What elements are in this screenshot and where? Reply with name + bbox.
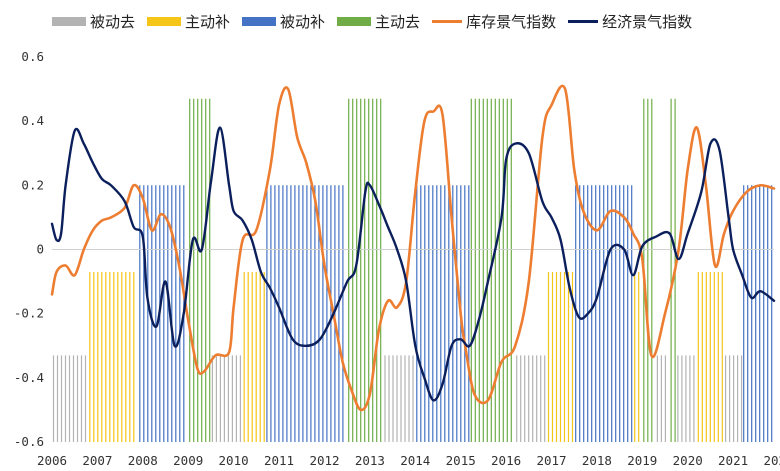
phase-block-2 (139, 185, 185, 442)
legend-label-passive-destock: 被动去 (90, 12, 136, 31)
phase-block-19 (697, 272, 723, 442)
x-tick-label: 2009 (173, 453, 203, 468)
y-tick-label: 0.2 (21, 177, 44, 192)
legend-item-inventory-index: 库存景气指数 (432, 11, 556, 32)
y-tick-label: -0.2 (14, 306, 44, 321)
x-tick-label: 2006 (37, 453, 67, 468)
x-tick-label: 2010 (219, 453, 249, 468)
x-tick-label: 2017 (536, 453, 566, 468)
x-tick-label: 2013 (355, 453, 385, 468)
phase-block-16 (656, 355, 667, 442)
phase-block-8 (384, 355, 414, 442)
phase-block-1 (89, 272, 135, 442)
phase-block-0 (52, 355, 87, 442)
phase-block-20 (724, 355, 743, 442)
y-tick-label: -0.4 (14, 370, 44, 385)
phase-block-13 (575, 185, 633, 442)
phase-block-4 (211, 355, 241, 442)
y-tick-label: 0.6 (21, 49, 44, 64)
phase-block-21 (743, 185, 773, 442)
legend-swatch-passive-destock (52, 16, 86, 26)
legend-swatch-economy-index (568, 19, 599, 23)
x-tick-label: 2022 (763, 453, 780, 468)
x-tick-label: 2019 (627, 453, 657, 468)
phase-block-15 (643, 98, 653, 442)
x-tick-label: 2011 (264, 453, 294, 468)
legend-label-economy-index: 经济景气指数 (602, 12, 693, 31)
legend-swatch-active-destock (337, 16, 372, 26)
phase-block-14 (634, 272, 640, 442)
phase-block-5 (243, 272, 265, 442)
chart-legend: 被动去 主动补 被动补 主动去 库存景气指数 经济景气指数 (52, 8, 692, 34)
legend-swatch-active-restock (147, 16, 182, 26)
x-tick-label: 2020 (673, 453, 703, 468)
x-tick-label: 2018 (582, 453, 612, 468)
legend-item-economy-index: 经济景气指数 (568, 11, 692, 32)
series-line-inventory-index (50, 84, 776, 412)
phase-block-11 (516, 355, 546, 442)
series-line-economy-index (50, 126, 776, 402)
phase-block-18 (677, 355, 695, 442)
legend-label-active-restock: 主动补 (185, 12, 231, 31)
phase-block-7 (348, 98, 382, 442)
phase-block-12 (547, 272, 574, 442)
phase-block-3 (189, 98, 211, 442)
legend-swatch-inventory-index (432, 19, 463, 23)
legend-label-active-destock: 主动去 (375, 12, 421, 31)
x-tick-label: 2007 (82, 453, 112, 468)
y-axis-ticks: 0.6 0.4 0.2 0 -0.2 -0.4 -0.6 (14, 49, 44, 449)
cycle-phase-bars (52, 98, 773, 442)
y-tick-label: -0.6 (14, 434, 44, 449)
legend-label-passive-restock: 被动补 (280, 12, 326, 31)
x-tick-label: 2015 (446, 453, 476, 468)
x-tick-label: 2008 (128, 453, 158, 468)
legend-label-inventory-index: 库存景气指数 (466, 12, 557, 31)
y-tick-label: 0 (36, 242, 44, 257)
legend-swatch-passive-restock (242, 16, 277, 26)
legend-item-active-destock: 主动去 (337, 11, 420, 32)
phase-block-6 (266, 185, 344, 442)
series-lines (50, 84, 776, 412)
legend-item-active-restock: 主动补 (147, 11, 230, 32)
x-axis-ticks: 2006 2007 2008 2009 2010 2011 2012 2013 2014 2015… (37, 453, 780, 468)
legend-item-passive-restock: 被动补 (242, 11, 325, 32)
legend-item-passive-destock: 被动去 (52, 11, 135, 32)
x-tick-label: 2012 (309, 453, 339, 468)
x-tick-label: 2016 (491, 453, 521, 468)
y-tick-label: 0.4 (21, 113, 44, 128)
x-tick-label: 2014 (400, 453, 430, 468)
x-tick-label: 2021 (718, 453, 748, 468)
